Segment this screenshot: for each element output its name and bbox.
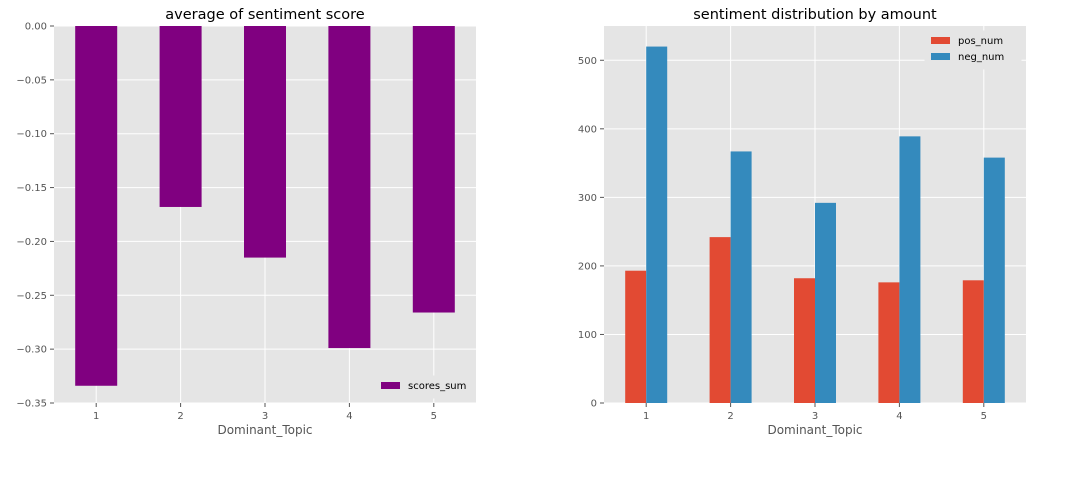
x-tick-label: 4 (896, 411, 902, 422)
x-tick-label: 1 (93, 411, 99, 422)
legend: scores_sum (374, 375, 472, 399)
y-tick-label: 0.00 (25, 22, 47, 33)
legend-label-pos_num: pos_num (958, 36, 1003, 47)
y-tick-label: 0 (591, 399, 597, 410)
y-tick-label: −0.15 (16, 183, 47, 194)
x-axis-label: Dominant_Topic (767, 423, 862, 437)
bar-scores_sum-1 (75, 26, 118, 386)
x-tick-label: 2 (177, 411, 183, 422)
legend: pos_num neg_num (924, 30, 1022, 70)
y-tick-label: −0.10 (16, 129, 47, 140)
bar-pos_num-2 (709, 237, 731, 403)
legend-label-neg_num: neg_num (958, 52, 1004, 63)
legend-swatch-pos_num (931, 37, 950, 44)
legend-swatch-neg_num (931, 53, 950, 60)
bar-pos_num-3 (794, 278, 815, 403)
x-tick-label: 5 (981, 411, 987, 422)
bar-neg_num-3 (815, 202, 836, 403)
chart-panel-1: 0.00 −0.05 −0.10 −0.15 −0.20 −0.25 −0.30 −0.35 1… (16, 7, 476, 437)
x-tick-label: 2 (727, 411, 733, 422)
y-tick-label: 500 (578, 56, 597, 67)
bar-pos_num-5 (962, 280, 984, 403)
bar-neg_num-5 (983, 157, 1005, 403)
bar-scores_sum-4 (328, 26, 371, 349)
bar-pos_num-4 (878, 282, 900, 403)
y-tick-label: 400 (578, 124, 597, 135)
bar-scores_sum-5 (412, 26, 455, 313)
y-tick-label: −0.05 (16, 75, 47, 86)
bar-neg_num-4 (899, 136, 921, 403)
chart-panel-2: 0 100 200 300 400 500 1 2 3 4 5 sentiment distribut… (578, 7, 1026, 437)
y-tick-label: 100 (578, 330, 597, 341)
y-tick-label: −0.20 (16, 237, 47, 248)
x-tick-label: 1 (643, 411, 649, 422)
bar-scores_sum-2 (159, 26, 202, 207)
x-tick-label: 3 (812, 411, 818, 422)
y-tick-label: −0.30 (16, 345, 47, 356)
y-tick-label: −0.25 (16, 291, 47, 302)
y-tick-label: 300 (578, 193, 597, 204)
y-tick-label: −0.35 (16, 399, 47, 410)
bar-neg_num-2 (730, 151, 752, 403)
legend-label-scores_sum: scores_sum (408, 381, 466, 392)
y-tick-label: 200 (578, 261, 597, 272)
bar-scores_sum-3 (244, 26, 286, 258)
x-axis-label: Dominant_Topic (217, 423, 312, 437)
x-tick-label: 5 (431, 411, 437, 422)
chart-title: sentiment distribution by amount (693, 7, 937, 23)
x-tick-label: 3 (262, 411, 268, 422)
chart-title: average of sentiment score (165, 7, 365, 23)
x-tick-label: 4 (346, 411, 352, 422)
bar-neg_num-1 (646, 46, 668, 404)
legend-box (374, 375, 472, 399)
legend-swatch-scores_sum (381, 382, 400, 389)
bar-pos_num-1 (625, 270, 647, 403)
